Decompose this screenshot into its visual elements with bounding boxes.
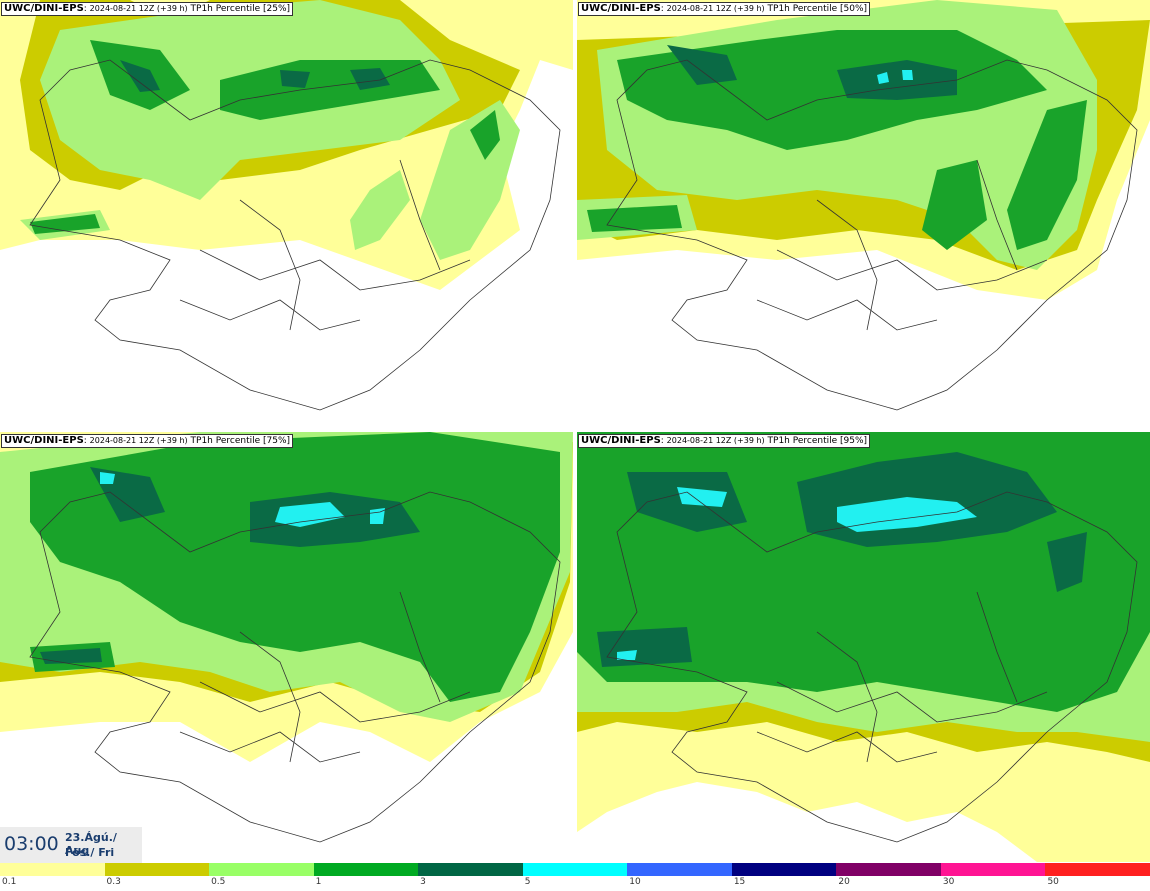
- panel-source: UWC/DINI-EPS: [581, 435, 661, 446]
- panel-title: UWC/DINI-EPS: 2024-08-21 12Z (+39 h) TP1…: [578, 2, 871, 16]
- colorbar-tick: 5: [524, 877, 531, 887]
- precip-map-75: [0, 432, 573, 843]
- precip-map-50: [577, 0, 1150, 411]
- panel-title: UWC/DINI-EPS: 2024-08-21 12Z (+39 h) TP1…: [1, 434, 294, 448]
- colorbar-swatch: [940, 863, 1046, 876]
- panel-run: 2024-08-21 12Z (+39 h): [89, 4, 188, 13]
- precip-map-25: [0, 0, 573, 411]
- coastline: [606, 491, 1138, 843]
- colorbar-labels: 0.1 0.3 0.5 1 3 5 10 15 20 30 50: [0, 877, 1150, 891]
- valid-date: 23.Ágú./ Aug: [65, 831, 117, 857]
- panel-title: UWC/DINI-EPS: 2024-08-21 12Z (+39 h) TP1…: [578, 434, 871, 448]
- panel-source: UWC/DINI-EPS: [4, 3, 84, 14]
- panel-label: TP1h Percentile [25%]: [190, 4, 291, 14]
- precip-map-95: [577, 432, 1150, 862]
- colorbar-swatch: [0, 863, 105, 876]
- colorbar-tick: 30: [942, 877, 955, 887]
- valid-time: 03:00: [4, 833, 59, 855]
- colorbar-tick: 3: [420, 877, 426, 887]
- colorbar-swatch: [313, 863, 419, 876]
- precip-field: [0, 432, 573, 762]
- precip-field: [577, 432, 1150, 862]
- colorbar-tick: 10: [629, 877, 641, 887]
- panel-source: UWC/DINI-EPS: [581, 3, 661, 14]
- panel-run: 2024-08-21 12Z (+39 h): [666, 436, 765, 445]
- colorbar-swatch: [836, 863, 941, 876]
- panel-label: TP1h Percentile [95%]: [767, 436, 868, 446]
- colorbar-tick: 15: [733, 877, 746, 887]
- valid-time-box: 03:00 23.Ágú./ Aug Fös./ Fri: [0, 827, 142, 863]
- colorbar-tick: 0.5: [211, 877, 226, 887]
- coastline: [606, 59, 1138, 411]
- coastline: [29, 59, 561, 411]
- map-panel-50: UWC/DINI-EPS: 2024-08-21 12Z (+39 h) TP1…: [577, 0, 1150, 430]
- colorbar-swatch: [522, 863, 628, 876]
- colorbar: [0, 863, 1150, 876]
- map-panel-75: UWC/DINI-EPS: 2024-08-21 12Z (+39 h) TP1…: [0, 432, 573, 862]
- precip-field: [0, 0, 573, 290]
- panel-label: TP1h Percentile [50%]: [767, 4, 868, 14]
- colorbar-swatch: [731, 863, 837, 876]
- colorbar-tick: 50: [1047, 877, 1059, 887]
- colorbar-tick: 1: [315, 877, 322, 887]
- map-panel-95: UWC/DINI-EPS: 2024-08-21 12Z (+39 h) TP1…: [577, 432, 1150, 862]
- precip-field: [577, 0, 1150, 300]
- panel-label: TP1h Percentile [75%]: [190, 436, 291, 446]
- colorbar-swatch: [104, 863, 210, 876]
- colorbar-tick: 0.3: [106, 877, 121, 887]
- panel-source: UWC/DINI-EPS: [4, 435, 84, 446]
- colorbar-swatch: [627, 863, 732, 876]
- coastline: [29, 491, 561, 843]
- colorbar-swatch: [418, 863, 523, 876]
- panel-run: 2024-08-21 12Z (+39 h): [666, 4, 765, 13]
- map-panel-25: UWC/DINI-EPS: 2024-08-21 12Z (+39 h) TP1…: [0, 0, 573, 430]
- colorbar-tick: 0.1: [2, 877, 17, 887]
- panel-title: UWC/DINI-EPS: 2024-08-21 12Z (+39 h) TP1…: [1, 2, 294, 16]
- colorbar-swatch: [1045, 863, 1150, 876]
- panel-run: 2024-08-21 12Z (+39 h): [89, 436, 188, 445]
- colorbar-tick: 20: [838, 877, 850, 887]
- colorbar-swatch: [209, 863, 314, 876]
- valid-day: Fös./ Fri: [65, 846, 115, 859]
